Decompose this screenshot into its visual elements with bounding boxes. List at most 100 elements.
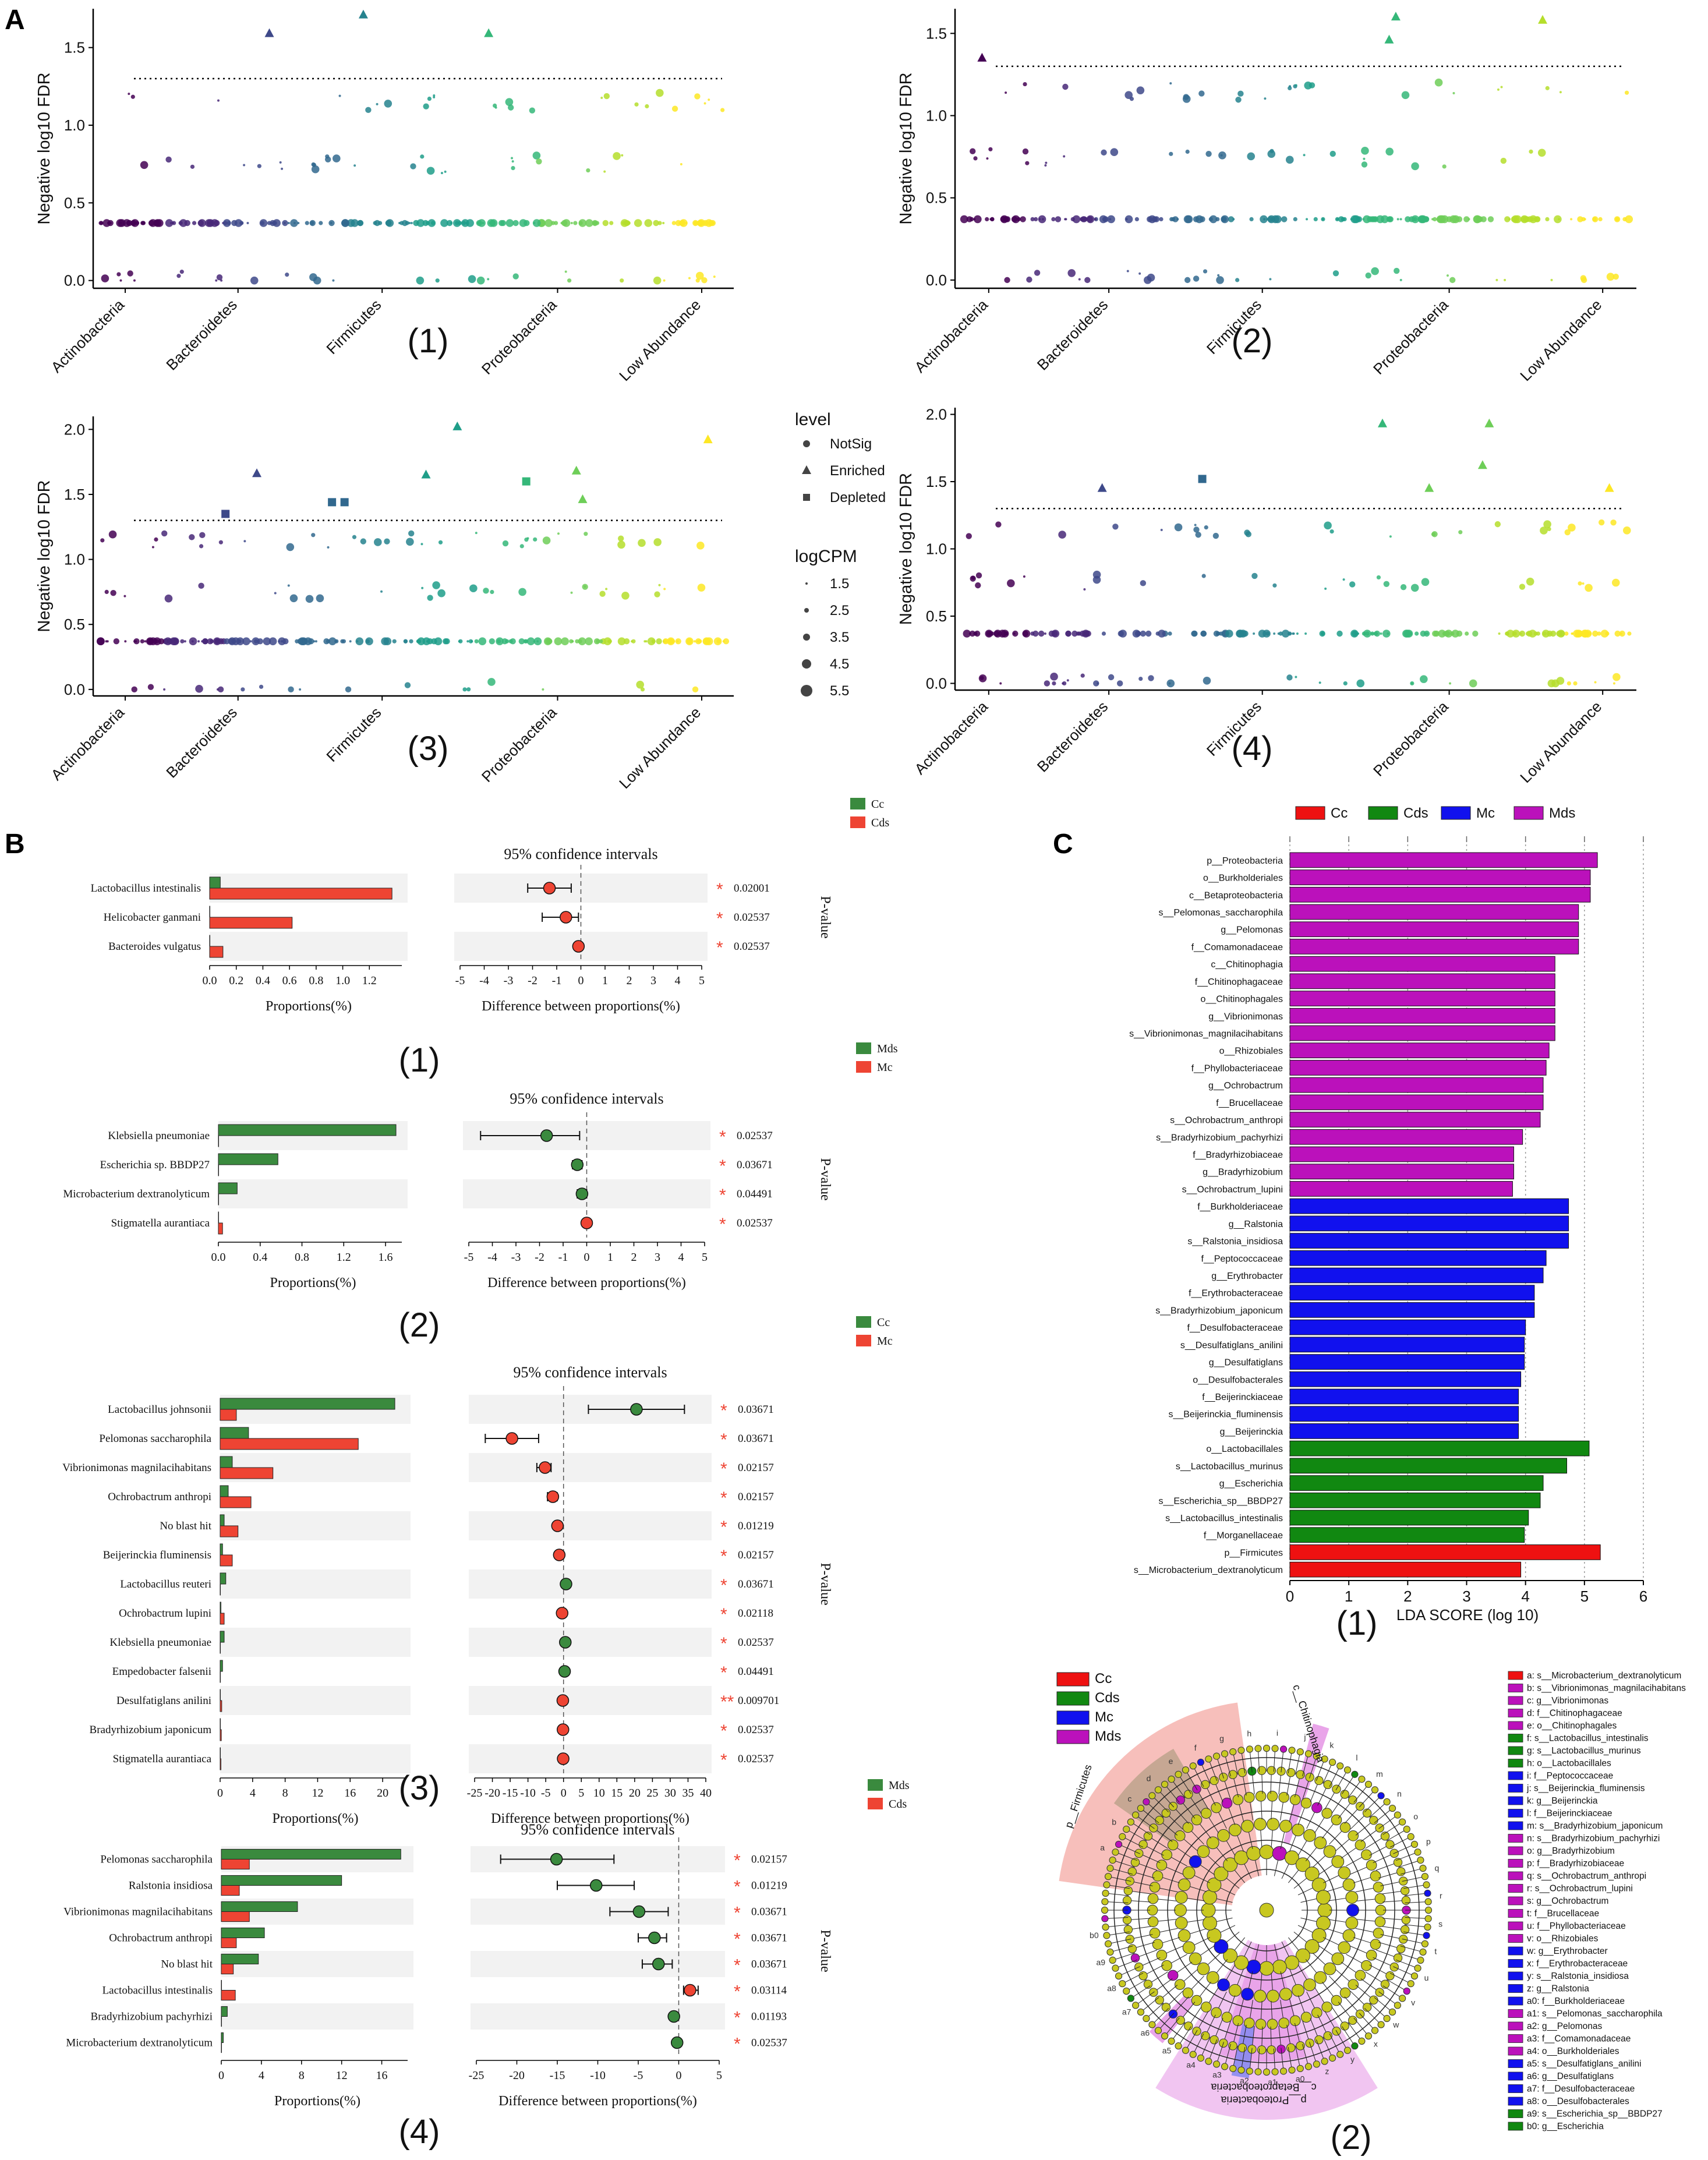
notsig-point <box>697 584 706 592</box>
notsig-point <box>197 640 200 643</box>
prop-x-label: Proportions(%) <box>274 2094 360 2109</box>
prop-tick-label: 0.6 <box>282 974 297 987</box>
clade-letter-label: i <box>1276 1728 1278 1738</box>
row-stripe <box>469 1511 712 1540</box>
notsig-point <box>1306 218 1309 221</box>
clade-node <box>1197 2054 1205 2062</box>
notsig-point <box>207 638 214 645</box>
diff-tick-label: 15 <box>611 1787 623 1800</box>
legend-title-level: level <box>795 410 831 429</box>
notsig-point <box>688 277 691 280</box>
notsig-point <box>1349 581 1356 588</box>
notsig-point <box>599 639 603 644</box>
prop-bar-group1 <box>218 1124 397 1136</box>
notsig-point <box>147 684 154 690</box>
notsig-point <box>973 156 978 161</box>
notsig-point <box>1370 216 1377 222</box>
prop-tick-label: 0.8 <box>295 1251 309 1264</box>
clade-key-label: c: g__Vibrionimonas <box>1527 1696 1608 1706</box>
clade-node <box>1383 1798 1391 1806</box>
notsig-point <box>694 93 701 100</box>
clade-node <box>1300 1797 1312 1809</box>
prop-tick-label: 12 <box>336 2069 348 2082</box>
clade-branch <box>1130 1985 1151 1999</box>
notsig-point <box>1245 531 1251 538</box>
lda-x-tick-label: 3 <box>1462 1588 1470 1605</box>
notsig-point <box>1559 91 1562 94</box>
p-value: 0.02157 <box>738 1491 774 1503</box>
legend-swatch-group2 <box>856 1061 871 1073</box>
diff-x-label: Difference between proportions(%) <box>491 1811 689 1826</box>
notsig-point <box>1598 519 1605 526</box>
clade-node <box>1417 1856 1424 1864</box>
notsig-point <box>274 592 277 595</box>
notsig-point <box>560 222 563 224</box>
notsig-point <box>1051 217 1056 222</box>
notsig-point <box>1431 532 1436 537</box>
clade-node <box>1206 1836 1219 1850</box>
prop-bar-group2 <box>221 2042 222 2053</box>
notsig-point <box>1193 275 1200 282</box>
clade-node <box>1147 1893 1159 1904</box>
clade-legend-swatch <box>1056 1710 1090 1725</box>
legend-label-group1: Cc <box>871 798 884 811</box>
notsig-point <box>1504 278 1507 281</box>
lda-x-tick-label: 4 <box>1521 1588 1529 1605</box>
clade-node <box>1304 1866 1320 1882</box>
subplot-label: (2) <box>1232 322 1273 360</box>
clade-letter-label: h <box>1247 1728 1251 1738</box>
lda-legend-label: Mc <box>1476 805 1495 821</box>
notsig-point <box>567 278 572 283</box>
notsig-point <box>97 637 105 646</box>
notsig-point <box>1080 673 1085 678</box>
notsig-point <box>1169 82 1172 85</box>
notsig-point <box>1386 217 1391 222</box>
prop-bar-group2 <box>220 1729 222 1741</box>
clade-key-label: l: f__Beijerinckiaceae <box>1527 1809 1612 1819</box>
diff-point <box>546 1490 560 1503</box>
notsig-point <box>1050 673 1058 681</box>
diff-point <box>557 1723 570 1736</box>
p-value: 0.02157 <box>751 1854 787 1866</box>
clade-branch <box>1353 1784 1369 1803</box>
enriched-point <box>703 434 713 444</box>
notsig-point <box>702 637 711 646</box>
legend-label-group1: Mds <box>889 1779 910 1792</box>
clade-branch <box>1241 1750 1246 1774</box>
lda-legend-label: Mds <box>1549 805 1575 821</box>
notsig-point <box>1030 217 1035 222</box>
clade-node <box>1339 1987 1351 1999</box>
clade-branch <box>1316 2039 1325 2062</box>
notsig-point <box>1204 525 1208 530</box>
notsig-point <box>617 535 624 542</box>
clade-node <box>1246 2067 1254 2075</box>
clade-key-swatch <box>1508 1871 1523 1880</box>
notsig-point <box>1536 631 1540 636</box>
lda-bar <box>1289 1146 1514 1162</box>
notsig-point <box>584 532 588 536</box>
notsig-point <box>198 582 204 589</box>
p-value-axis-label: P-value <box>818 1158 833 1200</box>
notsig-point <box>675 638 681 645</box>
notsig-point <box>1044 164 1047 167</box>
notsig-point <box>1005 91 1007 94</box>
notsig-point <box>1094 218 1097 221</box>
clade-key-label: m: s__Bradyrhizobium_japonicum <box>1527 1821 1663 1831</box>
clade-letter-label: p <box>1426 1837 1431 1846</box>
legend-level-label: Enriched <box>830 463 885 479</box>
clade-branch <box>1335 1769 1348 1791</box>
clade-letter-label: a0 <box>1296 2074 1305 2083</box>
clade-node <box>1102 1889 1109 1897</box>
clade-branch <box>1273 2048 1276 2072</box>
clade-node <box>1314 1776 1324 1786</box>
prop-x-label: Proportions(%) <box>270 1275 356 1291</box>
clade-branch <box>1135 1991 1155 2006</box>
clade-node <box>1143 1798 1150 1806</box>
notsig-point <box>716 639 721 644</box>
enriched-point <box>1391 12 1401 21</box>
clade-node <box>1267 1790 1278 1802</box>
p-value: 0.01219 <box>738 1520 774 1532</box>
clade-node <box>1182 1987 1194 1999</box>
notsig-point <box>1597 631 1601 636</box>
clade-branch <box>1106 1885 1130 1889</box>
